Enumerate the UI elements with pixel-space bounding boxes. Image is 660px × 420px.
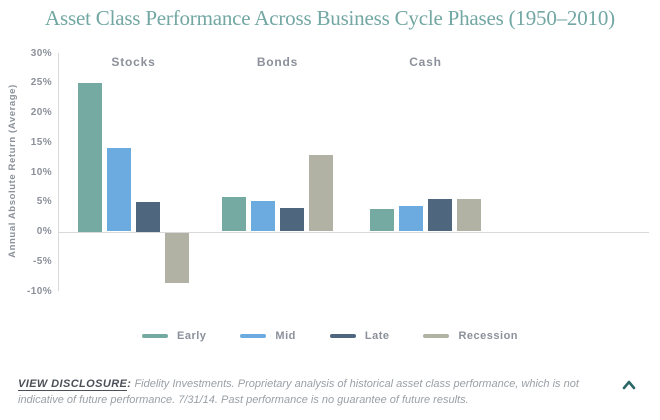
bar-early-cash [370,209,394,232]
chevron-up-icon [622,380,636,390]
y-tick-label: 10% [30,166,52,178]
legend-item-early: Early [141,330,207,342]
y-tick-label: 5% [36,196,52,208]
legend-label: Mid [275,330,296,342]
legend-swatch-recession [423,334,450,338]
y-tick-label: 20% [30,107,52,118]
group-label-stocks: Stocks [111,55,156,69]
legend-item-mid: Mid [240,330,295,342]
bar-group-cash [370,53,481,291]
bar-group-bonds [222,53,333,291]
view-disclosure-link[interactable]: VIEW DISCLOSURE: [18,378,132,391]
disclosure: VIEW DISCLOSURE: Fidelity Investments. P… [18,376,604,408]
bar-early-stocks [78,82,102,232]
legend-swatch-mid [240,334,267,338]
bar-mid-cash [399,205,423,232]
bar-mid-stocks [107,148,131,232]
bar-late-stocks [136,201,160,232]
y-tick-label: 0% [36,226,52,237]
bar-chart: Annual Absolute Return (Average) 30% 25% 2… [0,45,660,305]
legend-label: Late [364,330,390,342]
bar-recession-stocks [165,232,189,284]
collapse-disclosure-button[interactable] [620,378,638,392]
plot-area: Stocks Bonds Cash [58,53,649,291]
y-tick-label: 30% [30,47,52,59]
group-label-cash: Cash [409,55,442,69]
legend-swatch-late [329,334,356,338]
y-tick-label: -5% [33,255,52,267]
zero-baseline [59,231,649,233]
bar-recession-bonds [309,154,333,232]
bar-recession-cash [457,198,481,232]
page-title: Asset Class Performance Across Business … [45,6,615,30]
y-tick-label: 25% [30,77,52,89]
y-tick-label: 15% [30,136,52,148]
bar-late-cash [428,198,452,232]
legend-swatch-early [141,334,168,338]
legend-item-recession: Recession [423,330,518,342]
bar-group-stocks [78,53,189,291]
y-tick-label: -10% [27,285,52,297]
legend-label: Recession [458,330,519,342]
bar-early-bonds [222,196,246,232]
legend-label: Early [176,330,207,342]
legend-item-late: Late [329,330,390,342]
disclosure-text: Fidelity Investments. Proprietary analys… [18,378,579,406]
legend: Early Mid Late Recession [0,330,660,342]
bar-mid-bonds [251,200,275,232]
bar-late-bonds [280,208,304,232]
group-label-bonds: Bonds [256,55,299,69]
